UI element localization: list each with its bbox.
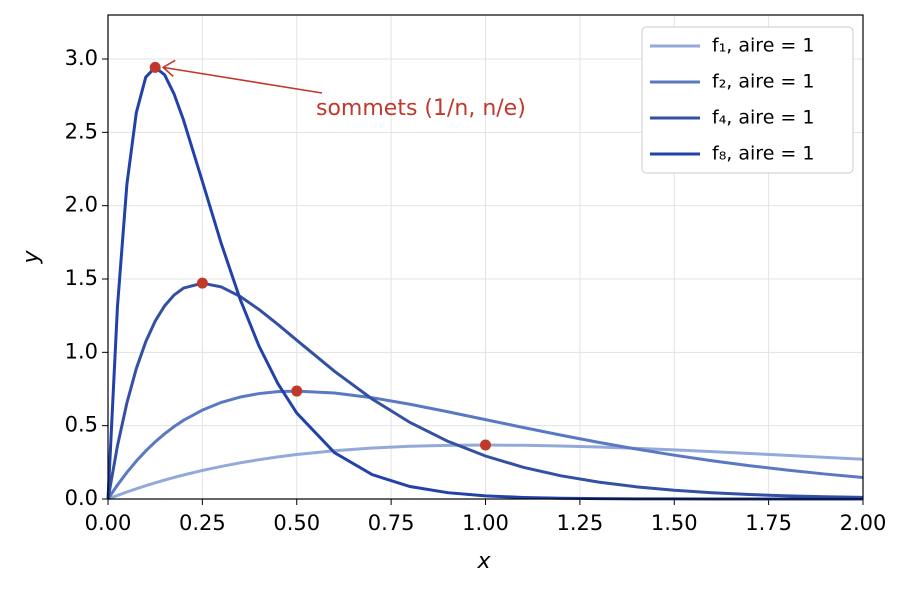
y-tick-label: 2.0 bbox=[65, 193, 98, 217]
series-line bbox=[106, 281, 864, 500]
peak-marker bbox=[196, 277, 208, 289]
x-axis-label: x bbox=[476, 549, 491, 574]
y-tick-label: 1.5 bbox=[65, 266, 98, 290]
peak-marker bbox=[149, 61, 161, 73]
legend-label: f₈, aire = 1 bbox=[712, 143, 814, 165]
x-tick-label: 1.75 bbox=[745, 511, 792, 535]
legend-box bbox=[641, 26, 854, 174]
x-tick-label: 1.25 bbox=[556, 511, 603, 535]
y-tick-label: 1.0 bbox=[65, 339, 98, 363]
x-tick-label: 0.00 bbox=[85, 511, 132, 535]
legend-label: f₁, aire = 1 bbox=[712, 35, 814, 57]
annotation: sommets (1/n, n/e) bbox=[316, 96, 526, 121]
peak-marker bbox=[480, 439, 491, 451]
peak-marker bbox=[291, 385, 303, 397]
y-tick-label: 3.0 bbox=[65, 46, 98, 70]
x-tick-label: 0.25 bbox=[179, 511, 226, 535]
x-tick-label: 2.00 bbox=[840, 511, 887, 535]
y-tick-label: 0.5 bbox=[65, 413, 98, 437]
x-tick-label: 1.00 bbox=[462, 511, 509, 535]
y-tick-label: 2.5 bbox=[65, 119, 98, 143]
legend-label: f₄, aire = 1 bbox=[712, 107, 814, 129]
y-tick-label: 0.0 bbox=[65, 486, 98, 510]
series-line bbox=[106, 389, 864, 500]
plot-frame bbox=[107, 14, 864, 500]
x-tick-label: 1.50 bbox=[651, 511, 698, 535]
series-line bbox=[107, 443, 864, 501]
annotation-arrow bbox=[163, 66, 323, 94]
x-tick-label: 0.75 bbox=[368, 511, 415, 535]
x-tick-label: 0.50 bbox=[273, 511, 320, 535]
annotation-arrowhead bbox=[161, 59, 176, 77]
y-axis-label: y bbox=[19, 250, 44, 265]
legend-label: f₂, aire = 1 bbox=[712, 71, 814, 93]
